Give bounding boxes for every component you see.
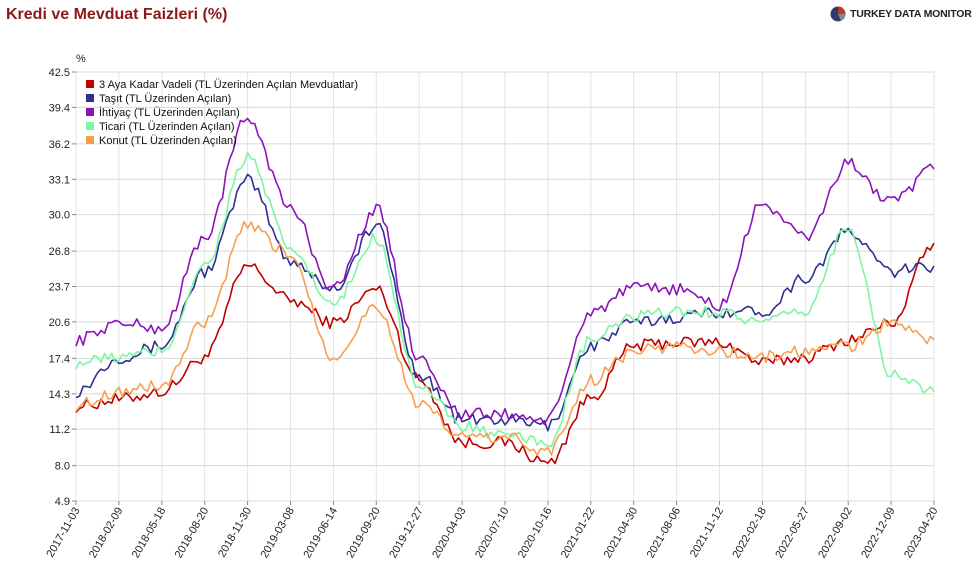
x-tick-label: 2021-11-12 — [688, 506, 726, 560]
y-axis-label: % — [76, 53, 86, 65]
y-tick-label: 8.0 — [55, 461, 70, 473]
x-tick-label: 2022-09-02 — [816, 506, 855, 561]
legend-label: İhtiyaç (TL Üzerinden Açılan) — [99, 106, 240, 119]
x-tick-label: 2020-10-16 — [516, 506, 555, 561]
x-tick-label: 2020-04-03 — [430, 506, 469, 561]
legend-swatch — [86, 94, 94, 102]
x-tick-label: 2022-12-09 — [859, 506, 898, 561]
legend-swatch — [86, 136, 94, 144]
legend-label: Taşıt (TL Üzerinden Açılan) — [99, 93, 231, 105]
y-tick-label: 23.7 — [49, 282, 70, 294]
x-tick-label: 2019-09-20 — [344, 506, 383, 561]
x-tick-label: 2018-08-20 — [173, 506, 212, 561]
legend-label: Konut (TL Üzerinden Açılan) — [99, 135, 237, 147]
y-tick-label: 4.9 — [55, 496, 70, 508]
y-tick-label: 36.2 — [49, 139, 70, 151]
y-tick-label: 26.8 — [49, 246, 70, 258]
x-tick-label: 2022-05-27 — [773, 506, 812, 561]
y-tick-label: 11.2 — [49, 424, 70, 436]
y-tick-label: 17.4 — [49, 353, 70, 365]
y-tick-label: 42.5 — [49, 67, 70, 79]
legend-swatch — [86, 122, 94, 130]
series-line-4 — [75, 220, 935, 457]
legend-label: 3 Aya Kadar Vadeli (TL Üzerinden Açılan … — [99, 79, 358, 91]
series-line-3 — [75, 152, 935, 448]
x-tick-label: 2018-02-09 — [87, 506, 126, 561]
y-tick-label: 33.1 — [49, 174, 70, 186]
x-tick-label: 2021-04-30 — [602, 506, 641, 561]
grid-lines — [75, 71, 935, 502]
x-tick-label: 2019-12-27 — [387, 506, 426, 561]
brand-logo: TURKEY DATA MONITOR — [830, 6, 972, 22]
x-tick-label: 2018-11-30 — [216, 506, 254, 560]
y-tick-label: 30.0 — [49, 210, 70, 222]
pie-logo-icon — [830, 6, 846, 22]
series-line-0 — [75, 242, 935, 465]
x-tick-label: 2022-02-18 — [730, 506, 769, 561]
y-axis-ticks: 4.9 8.0 11.2 14.3 17.4 20.6 23.7 26.8 30.0 33.1 36… — [49, 67, 76, 508]
x-tick-label: 2019-06-14 — [301, 506, 340, 561]
x-tick-label: 2018-05-18 — [130, 506, 169, 561]
x-tick-label: 2020-07-10 — [473, 506, 512, 561]
x-tick-label: 2017-11-03 — [44, 506, 82, 560]
y-tick-label: 20.6 — [49, 317, 70, 329]
y-tick-label: 39.4 — [49, 102, 70, 114]
legend: 3 Aya Kadar Vadeli (TL Üzerinden Açılan … — [86, 79, 358, 147]
x-tick-label: 2019-03-08 — [259, 506, 298, 561]
chart-title: Kredi ve Mevduat Faizleri (%) — [6, 6, 228, 23]
x-tick-label: 2023-04-20 — [902, 506, 941, 561]
x-axis-ticks: 2017-11-03 2018-02-09 2018-05-18 2018-08-20… — [44, 501, 941, 561]
series-lines — [75, 117, 935, 465]
series-line-2 — [75, 117, 935, 426]
series-line-1 — [75, 173, 935, 432]
y-tick-label: 14.3 — [49, 389, 70, 401]
legend-swatch — [86, 108, 94, 116]
legend-swatch — [86, 80, 94, 88]
x-tick-label: 2021-01-22 — [559, 506, 598, 561]
legend-label: Ticari (TL Üzerinden Açılan) — [99, 121, 235, 133]
x-tick-label: 2021-08-06 — [645, 506, 684, 561]
brand-name: TURKEY DATA MONITOR — [850, 8, 972, 20]
